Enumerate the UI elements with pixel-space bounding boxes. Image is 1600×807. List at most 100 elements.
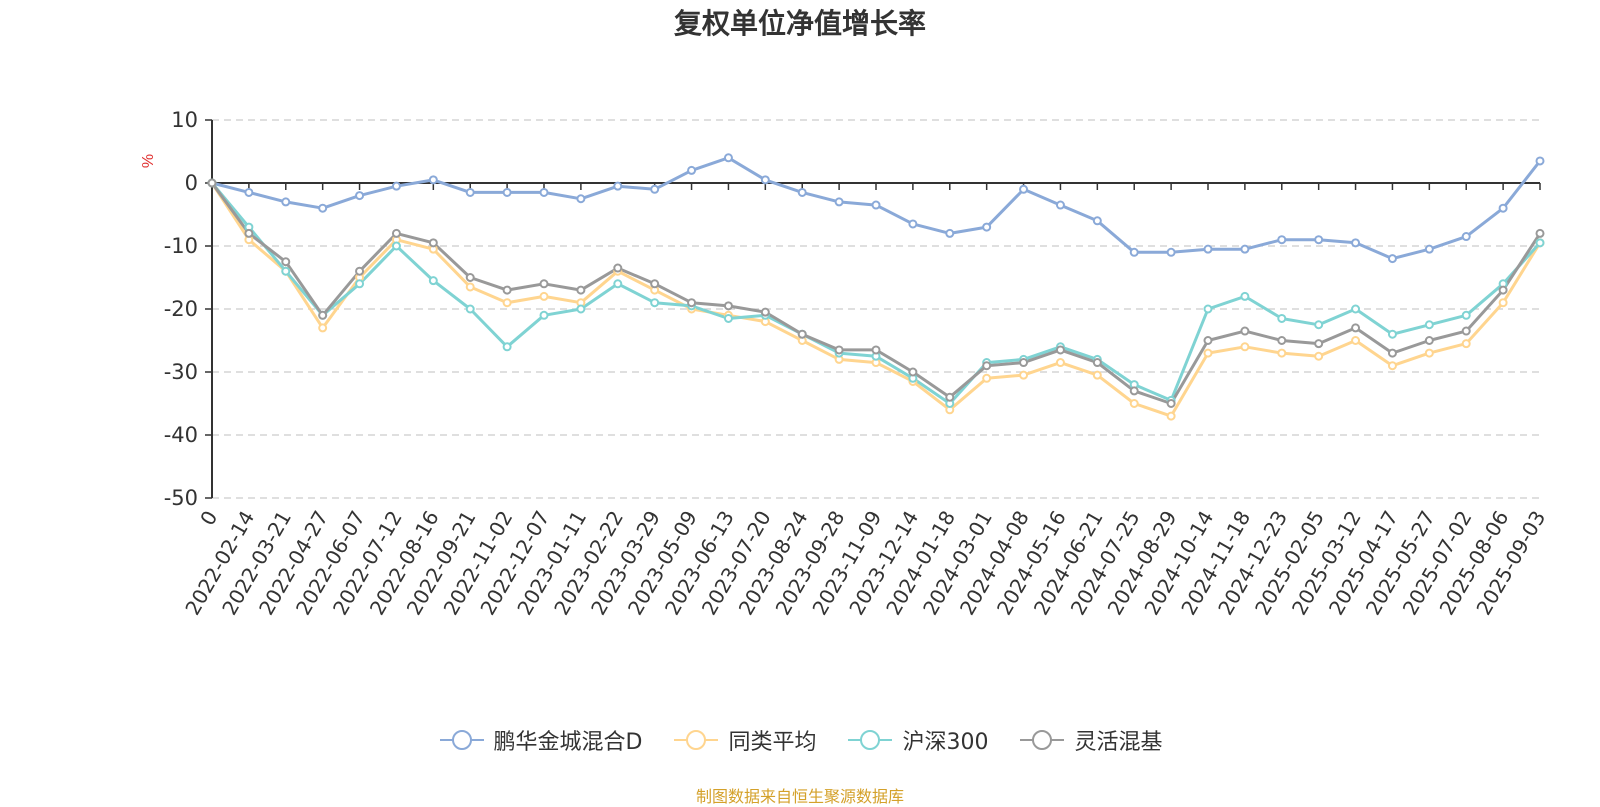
grid-lines <box>212 119 1540 499</box>
data-point <box>244 228 254 238</box>
data-point <box>1203 336 1213 345</box>
data-point <box>1387 348 1397 358</box>
legend-label: 同类平均 <box>728 730 817 755</box>
y-tick-label: -40 <box>164 423 198 447</box>
data-point <box>318 323 328 333</box>
data-point <box>502 187 512 197</box>
data-point <box>1277 313 1287 323</box>
data-point <box>1055 358 1065 368</box>
data-point <box>723 313 733 323</box>
data-point <box>428 175 438 185</box>
data-point <box>1277 348 1287 358</box>
y-axis-label: % <box>140 154 157 168</box>
data-point <box>502 342 512 352</box>
data-point <box>834 197 844 207</box>
data-point <box>318 203 328 213</box>
data-point <box>1314 235 1324 245</box>
data-point <box>1461 326 1471 336</box>
x-tick-label: 0 <box>195 507 222 530</box>
data-point <box>613 181 623 191</box>
series-line <box>210 182 1542 405</box>
data-point <box>1092 358 1102 368</box>
data-point <box>687 165 697 175</box>
data-point <box>1166 411 1176 421</box>
data-point <box>244 187 254 197</box>
data-point <box>1461 310 1471 320</box>
data-point <box>1314 339 1324 349</box>
data-point <box>391 228 401 238</box>
y-tick-label: -30 <box>164 360 198 384</box>
series-line <box>210 182 1542 405</box>
data-point <box>281 266 291 276</box>
data-point <box>908 367 918 377</box>
data-point <box>465 304 475 314</box>
data-point <box>1166 247 1176 257</box>
data-point <box>1019 184 1029 194</box>
data-point <box>207 178 217 188</box>
data-point <box>355 279 365 289</box>
legend-item[interactable]: 沪深300 <box>846 724 988 756</box>
y-tick-label: -50 <box>164 486 198 510</box>
legend-item[interactable]: 灵活混基 <box>1018 724 1162 756</box>
y-tick-label: -10 <box>164 234 198 258</box>
data-point <box>1424 336 1434 345</box>
data-point <box>650 298 660 308</box>
data-point <box>1092 370 1102 380</box>
data-point <box>871 200 881 210</box>
data-point <box>982 222 992 232</box>
y-tick-label: 0 <box>185 171 198 195</box>
data-point <box>1240 291 1250 301</box>
data-point <box>760 175 770 185</box>
data-point <box>1535 156 1545 166</box>
data-point <box>1424 348 1434 358</box>
data-point <box>760 307 770 317</box>
data-point <box>1424 320 1434 330</box>
data-point <box>539 187 549 197</box>
data-point <box>1277 336 1287 345</box>
data-point <box>1019 370 1029 380</box>
legend-item[interactable]: 鹏华金城混合D <box>438 724 642 756</box>
series-line <box>210 182 1542 418</box>
data-point <box>1092 216 1102 226</box>
chart-title: 复权单位净值增长率 <box>673 7 926 40</box>
chart-legend: 鹏华金城混合D 同类平均 沪深300 灵活混基 <box>0 724 1600 756</box>
legend-swatch-icon <box>439 730 484 750</box>
data-point <box>539 310 549 320</box>
data-point <box>465 187 475 197</box>
data-point <box>1129 247 1139 257</box>
data-point <box>650 279 660 289</box>
data-point <box>1129 399 1139 408</box>
data-point <box>723 153 733 163</box>
data-point <box>723 301 733 311</box>
data-point <box>797 187 807 197</box>
data-point <box>613 279 623 289</box>
legend-swatch-icon <box>848 730 893 750</box>
data-point <box>1387 361 1397 371</box>
data-point <box>465 282 475 292</box>
data-point <box>576 194 586 204</box>
data-point <box>1498 203 1508 213</box>
data-point <box>650 184 660 194</box>
data-point <box>1203 244 1213 254</box>
data-point <box>1351 304 1361 314</box>
data-point <box>576 285 586 295</box>
data-point <box>1203 348 1213 358</box>
data-point <box>576 304 586 314</box>
data-point <box>355 266 365 276</box>
data-point <box>1498 298 1508 308</box>
data-point <box>1203 304 1213 314</box>
data-point <box>1129 386 1139 396</box>
data-point <box>1461 339 1471 349</box>
data-point <box>1314 320 1324 330</box>
data-point <box>281 197 291 207</box>
data-point <box>428 276 438 286</box>
legend-swatch-icon <box>1020 730 1065 750</box>
data-point <box>1314 351 1324 361</box>
data-point <box>539 291 549 301</box>
legend-item[interactable]: 同类平均 <box>672 724 816 756</box>
data-point <box>1240 326 1250 336</box>
data-point <box>1351 238 1361 248</box>
data-point <box>1535 238 1545 248</box>
data-point <box>502 298 512 308</box>
